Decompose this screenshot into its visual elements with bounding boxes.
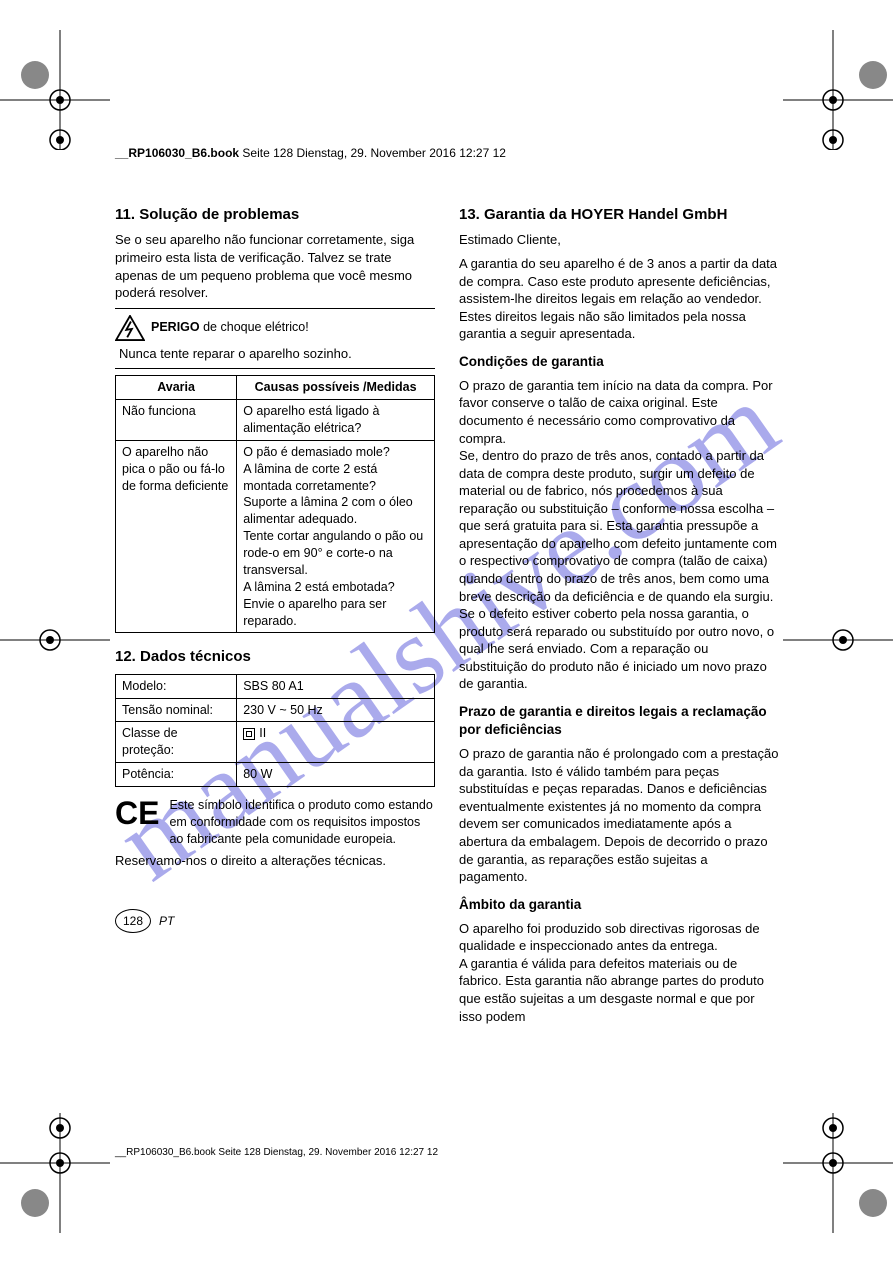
t1-h1: Avaria xyxy=(116,376,237,400)
page-header: __RP106030_B6.book Seite 128 Dienstag, 2… xyxy=(115,145,780,161)
header-file: __RP106030_B6.book xyxy=(115,146,239,160)
table-row: Não funciona O aparelho está ligado à al… xyxy=(116,400,435,441)
table-row: Potência:80 W xyxy=(116,763,435,787)
crop-mark-mid-right xyxy=(783,580,893,700)
warning-text: PERIGO de choque elétrico! xyxy=(151,319,309,336)
troubleshoot-table: Avaria Causas possíveis /Medidas Não fun… xyxy=(115,375,435,633)
t2-r4c1: Potência: xyxy=(116,763,237,787)
page-number-wrap: 128 PT xyxy=(115,909,435,933)
left-column: 11. Solução de problemas Se o seu aparel… xyxy=(115,191,435,1031)
header-pageinfo: Seite 128 Dienstag, 29. November 2016 12… xyxy=(242,146,506,160)
footer-bookline: __RP106030_B6.book Seite 128 Dienstag, 2… xyxy=(115,1147,438,1158)
tech-data-table: Modelo:SBS 80 A1 Tensão nominal:230 V ~ … xyxy=(115,674,435,787)
right-column: 13. Garantia da HOYER Handel GmbH Estima… xyxy=(459,191,779,1031)
cond-p: O prazo de garantia tem início na data d… xyxy=(459,377,779,693)
page-number: 128 xyxy=(115,909,151,933)
table-row: O aparelho não pica o pão ou fá-lo de fo… xyxy=(116,440,435,633)
t1-r1c1: Não funciona xyxy=(116,400,237,441)
t1-r2c2: O pão é demasiado mole? A lâmina de cort… xyxy=(237,440,435,633)
section-13-title: 13. Garantia da HOYER Handel GmbH xyxy=(459,205,779,225)
table-row: Modelo:SBS 80 A1 xyxy=(116,674,435,698)
t1-h2: Causas possíveis /Medidas xyxy=(237,376,435,400)
shock-warning-icon xyxy=(115,315,145,341)
table-row: Avaria Causas possíveis /Medidas xyxy=(116,376,435,400)
table-row: Tensão nominal:230 V ~ 50 Hz xyxy=(116,698,435,722)
double-insulation-icon xyxy=(243,728,255,740)
cond-title: Condições de garantia xyxy=(459,353,779,371)
crop-mark-top-left xyxy=(0,30,110,150)
crop-mark-mid-left xyxy=(0,580,110,700)
reserve-text: Reservamo-nos o direito a alterações téc… xyxy=(115,852,435,870)
addr-p1: A garantia do seu aparelho é de 3 anos a… xyxy=(459,255,779,343)
t2-r2c1: Tensão nominal: xyxy=(116,698,237,722)
scope-p: O aparelho foi produzido sob directivas … xyxy=(459,920,779,1025)
rule-bottom xyxy=(115,368,435,369)
crop-mark-top-right xyxy=(783,30,893,150)
t1-r1c2: O aparelho está ligado à alimentação elé… xyxy=(237,400,435,441)
addr-title: Estimado Cliente, xyxy=(459,231,779,249)
crop-mark-bottom-left xyxy=(0,1113,110,1233)
ce-mark-icon: CE xyxy=(115,797,159,829)
t1-r2c1: O aparelho não pica o pão ou fá-lo de fo… xyxy=(116,440,237,633)
ce-row: CE Este símbolo identifica o produto com… xyxy=(115,797,435,848)
t2-r1c2: SBS 80 A1 xyxy=(237,674,435,698)
footer-lang: PT xyxy=(159,913,174,929)
t2-r2c2: 230 V ~ 50 Hz xyxy=(237,698,435,722)
crop-mark-bottom-right xyxy=(783,1113,893,1233)
period-p: O prazo de garantia não é prolongado com… xyxy=(459,745,779,885)
rule-top xyxy=(115,308,435,309)
t2-r3c1: Classe de proteção: xyxy=(116,722,237,763)
page-content: __RP106030_B6.book Seite 128 Dienstag, 2… xyxy=(115,145,780,1031)
scope-title: Âmbito da garantia xyxy=(459,896,779,914)
t2-r3c2: II xyxy=(237,722,435,763)
warning-row: PERIGO de choque elétrico! xyxy=(115,315,435,341)
warning-paragraph: Nunca tente reparar o aparelho sozinho. xyxy=(119,345,435,363)
t2-r4c2: 80 W xyxy=(237,763,435,787)
ce-text: Este símbolo identifica o produto como e… xyxy=(169,797,435,848)
section-12-title: 12. Dados técnicos xyxy=(115,647,435,667)
section-11-title: 11. Solução de problemas xyxy=(115,205,435,225)
section-11-intro: Se o seu aparelho não funcionar corretam… xyxy=(115,231,435,301)
t2-r1c1: Modelo: xyxy=(116,674,237,698)
period-title: Prazo de garantia e direitos legais a re… xyxy=(459,703,779,739)
table-row: Classe de proteção:II xyxy=(116,722,435,763)
